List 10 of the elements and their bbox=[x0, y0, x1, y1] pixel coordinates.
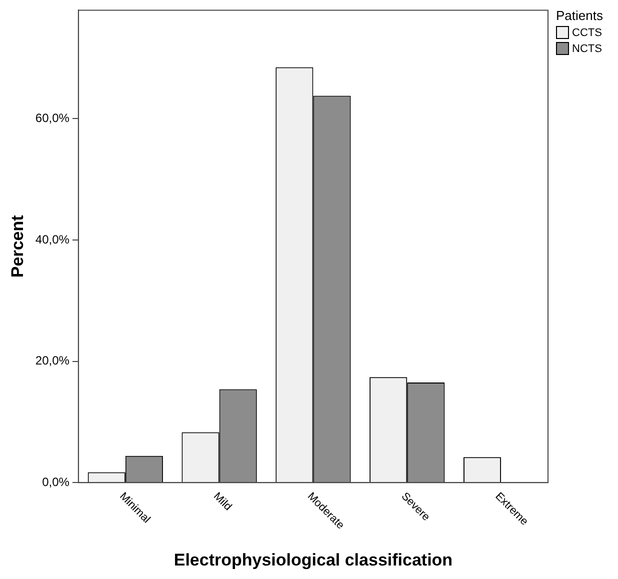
legend-label: NCTS bbox=[572, 42, 602, 54]
y-tick-label: 0,0% bbox=[42, 474, 70, 489]
y-tick-label: 40,0% bbox=[35, 232, 70, 246]
y-axis-title: Percent bbox=[8, 214, 27, 278]
y-tick-label: 60,0% bbox=[35, 111, 70, 126]
x-axis-title: Electrophysiological classification bbox=[174, 550, 453, 570]
x-tick-label: Mild bbox=[211, 490, 234, 514]
legend-title: Patients bbox=[556, 8, 603, 23]
y-tick-label: 20,0% bbox=[35, 354, 70, 368]
text: CCTS bbox=[572, 26, 602, 38]
